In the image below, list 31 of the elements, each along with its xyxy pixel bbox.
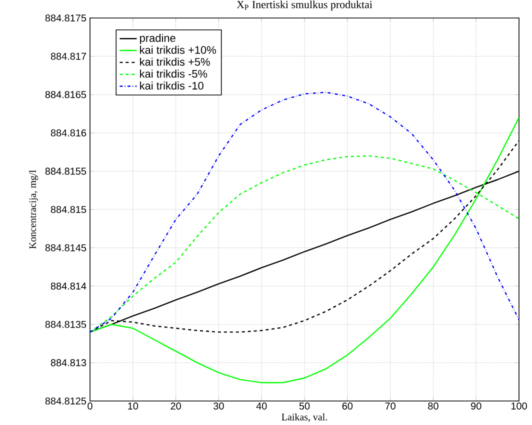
x-tick-label: 80 [428,402,438,410]
y-tick-label: 884.817 [50,52,86,60]
chart-title: X$_{P}$ Inertiski smulkus produktai [236,0,372,10]
x-axis-title: Laikas, val. [282,413,327,422]
x-tick-label: 50 [299,402,310,410]
x-tick-label: 0 [88,402,92,410]
x-tick-label: 10 [128,402,138,410]
y-tick-label: 884.816 [50,129,86,136]
y-tick-label: 884.813 [50,359,86,366]
y-tick-label: 884.8145 [45,244,86,252]
y-tick-label: 884.8175 [45,14,86,22]
legend-label: kai trikdis +5% [140,58,210,66]
x-tick-label: 30 [214,402,224,410]
legend-label: kai trikdis -10 [140,82,204,90]
legend-label: pradine [140,34,176,44]
x-tick-label: 100 [511,402,527,410]
legend-label: kai trikdis -5% [140,70,208,78]
y-tick-label: 884.8135 [45,320,86,328]
legend-label: kai trikdis +10% [140,46,216,54]
x-tick-label: 20 [170,402,181,410]
y-tick-label: 884.815 [50,206,86,214]
x-tick-label: 60 [342,402,353,410]
x-tick-label: 90 [471,402,482,410]
y-tick-label: 884.8125 [45,397,86,405]
y-tick-label: 884.8155 [45,168,86,175]
y-tick-label: 884.8165 [45,91,86,98]
x-tick-label: 40 [256,402,267,410]
y-axis-title: Koncentracija, mg/l [29,170,38,249]
y-tick-label: 884.814 [50,282,86,290]
x-tick-label: 70 [385,402,396,410]
line-series [90,92,520,333]
